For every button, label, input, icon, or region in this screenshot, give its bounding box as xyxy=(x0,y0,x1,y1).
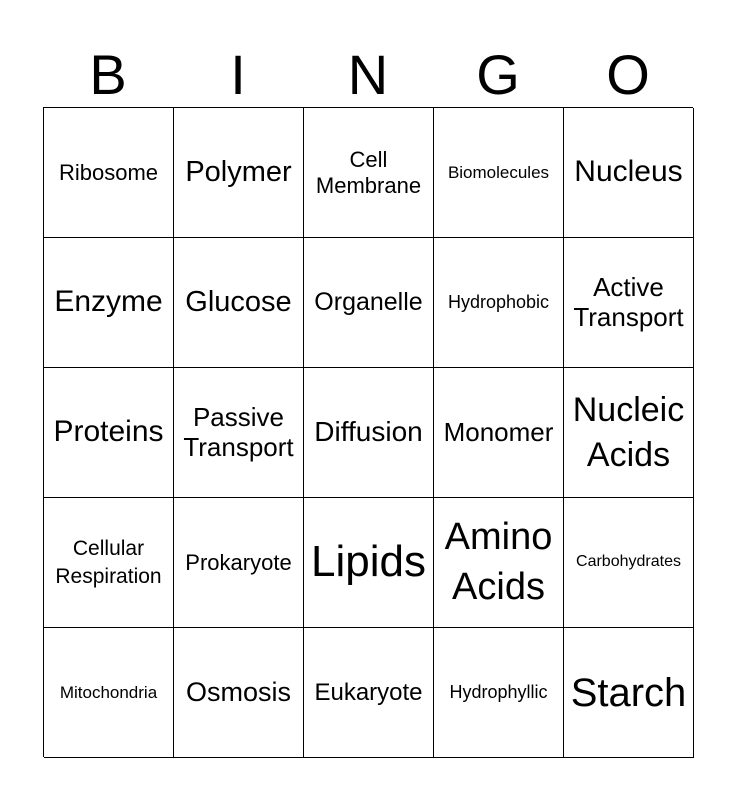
bingo-cell: Lipids xyxy=(304,498,434,628)
header-letter-i: I xyxy=(230,43,246,106)
header-letter-o: O xyxy=(606,43,650,106)
bingo-grid: Ribosome Polymer Cell Membrane Biomolecu… xyxy=(43,107,694,758)
bingo-cell: Osmosis xyxy=(174,628,304,758)
bingo-cell: Mitochondria xyxy=(44,628,174,758)
bingo-cell: Monomer xyxy=(434,368,564,498)
bingo-cell: Organelle xyxy=(304,238,434,368)
bingo-cell: Passive Transport xyxy=(174,368,304,498)
bingo-cell: Hydrophobic xyxy=(434,238,564,368)
bingo-cell: Amino Acids xyxy=(434,498,564,628)
bingo-cell: Active Transport xyxy=(564,238,694,368)
header-letter-b: B xyxy=(89,43,127,106)
bingo-cell: Cell Membrane xyxy=(304,108,434,238)
bingo-cell: Starch xyxy=(564,628,694,758)
bingo-cell: Biomolecules xyxy=(434,108,564,238)
header-letter-n: N xyxy=(347,43,389,106)
bingo-cell: Polymer xyxy=(174,108,304,238)
bingo-cell: Hydrophyllic xyxy=(434,628,564,758)
bingo-cell: Glucose xyxy=(174,238,304,368)
bingo-cell: Ribosome xyxy=(44,108,174,238)
bingo-cell: Diffusion xyxy=(304,368,434,498)
bingo-cell: Cellular Respiration xyxy=(44,498,174,628)
bingo-cell: Prokaryote xyxy=(174,498,304,628)
bingo-cell: Nucleic Acids xyxy=(564,368,694,498)
bingo-cell: Enzyme xyxy=(44,238,174,368)
bingo-header: B I N G O xyxy=(43,40,693,110)
header-letter-g: G xyxy=(476,43,520,106)
bingo-cell: Proteins xyxy=(44,368,174,498)
bingo-cell: Nucleus xyxy=(564,108,694,238)
bingo-cell: Carbohydrates xyxy=(564,498,694,628)
bingo-cell: Eukaryote xyxy=(304,628,434,758)
